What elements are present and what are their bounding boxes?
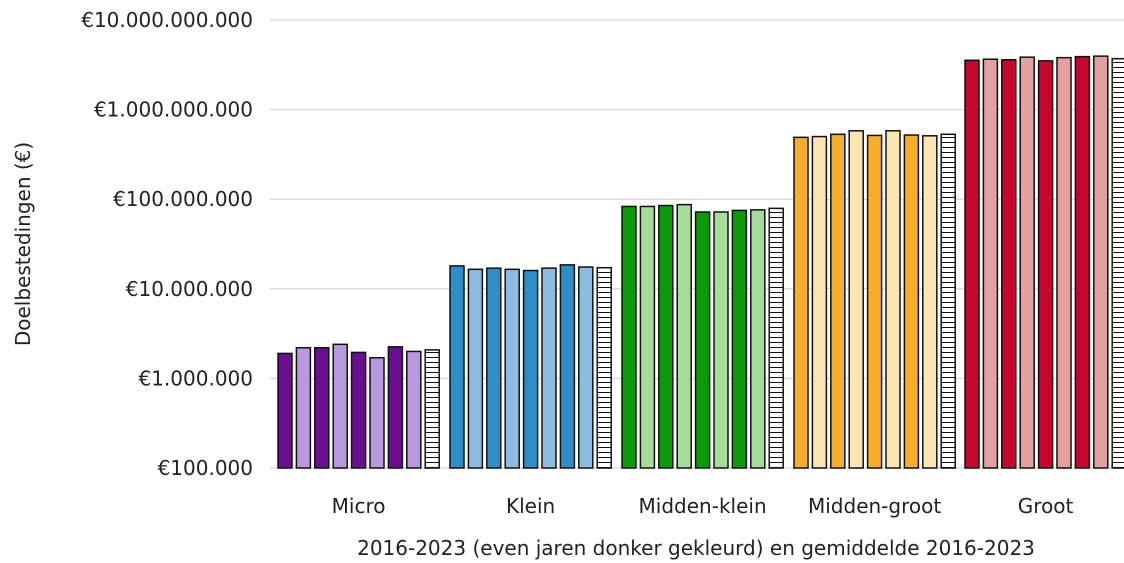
bar-midden-groot-gemiddelde — [940, 133, 956, 469]
bar-midden-klein-2019 — [676, 203, 692, 469]
bar-micro-2017 — [295, 346, 312, 469]
bar-midden-klein-2021 — [713, 211, 729, 469]
y-tick-label: €100.000 — [158, 456, 253, 480]
bar-klein-2022 — [559, 264, 576, 469]
bar-klein-2017 — [467, 268, 484, 469]
y-tick-label: €1.000.000.000 — [94, 98, 253, 122]
bar-groot-2017 — [982, 58, 999, 469]
bar-groot-2023 — [1093, 55, 1109, 469]
category-label: Klein — [506, 494, 555, 518]
bar-klein-2023 — [578, 266, 594, 469]
y-tick-label: €10.000.000 — [126, 277, 253, 301]
bar-groot-2016 — [964, 59, 980, 469]
category-label: Micro — [332, 494, 386, 518]
bar-midden-klein-2022 — [731, 209, 748, 469]
bar-groot-2019 — [1019, 56, 1035, 469]
bar-midden-groot-2016 — [793, 136, 809, 469]
bar-midden-groot-2019 — [848, 130, 864, 469]
bar-klein-2021 — [541, 267, 557, 469]
category-label: Groot — [1018, 494, 1074, 518]
bar-midden-groot-2023 — [922, 135, 938, 469]
bar-klein-gemiddelde — [596, 266, 612, 469]
bar-micro-2019 — [332, 343, 348, 469]
bar-groot-2022 — [1074, 55, 1091, 469]
bar-klein-2016 — [449, 265, 465, 469]
bar-midden-klein-2020 — [694, 211, 711, 469]
bar-micro-gemiddelde — [424, 349, 440, 469]
bars — [277, 55, 1124, 469]
bar-micro-2020 — [350, 351, 367, 469]
bar-groot-2018 — [1001, 59, 1017, 469]
bar-micro-2022 — [387, 346, 404, 469]
bar-midden-klein-2018 — [658, 204, 674, 469]
bar-micro-2023 — [406, 350, 422, 469]
bar-midden-groot-2022 — [903, 134, 920, 469]
y-axis-title: Doelbestedingen (€) — [11, 142, 35, 346]
y-axis-tick-labels: €100.000 €1.000.000 €10.000.000 €100.000.00… — [81, 8, 253, 480]
bar-klein-2020 — [522, 269, 539, 469]
category-label: Midden-klein — [639, 494, 767, 518]
y-tick-label: €10.000.000.000 — [81, 8, 253, 32]
category-label: Midden-groot — [808, 494, 941, 518]
bar-klein-2018 — [486, 267, 502, 469]
bar-groot-2020 — [1037, 60, 1054, 469]
bar-klein-2019 — [504, 268, 520, 469]
bar-midden-groot-2017 — [811, 135, 828, 469]
bar-midden-groot-2020 — [866, 134, 883, 469]
bar-groot-gemiddelde — [1111, 57, 1124, 469]
bar-midden-groot-2021 — [885, 130, 901, 469]
x-axis-title: 2016-2023 (even jaren donker gekleurd) e… — [357, 536, 1035, 560]
bar-midden-klein-2017 — [639, 205, 656, 469]
bar-midden-groot-2018 — [830, 133, 846, 469]
bar-groot-2021 — [1056, 56, 1072, 469]
bar-micro-2021 — [369, 357, 385, 469]
category-labels: Micro Klein Midden-klein Midden-groot Groot — [332, 494, 1074, 518]
bar-midden-klein-2023 — [750, 209, 766, 469]
bar-micro-2018 — [314, 346, 330, 469]
bar-midden-klein-2016 — [621, 205, 637, 469]
y-tick-label: €100.000.000 — [113, 187, 253, 211]
bar-midden-klein-gemiddelde — [768, 207, 784, 469]
y-tick-label: €1.000.000 — [138, 366, 253, 390]
bar-micro-2016 — [277, 352, 293, 469]
